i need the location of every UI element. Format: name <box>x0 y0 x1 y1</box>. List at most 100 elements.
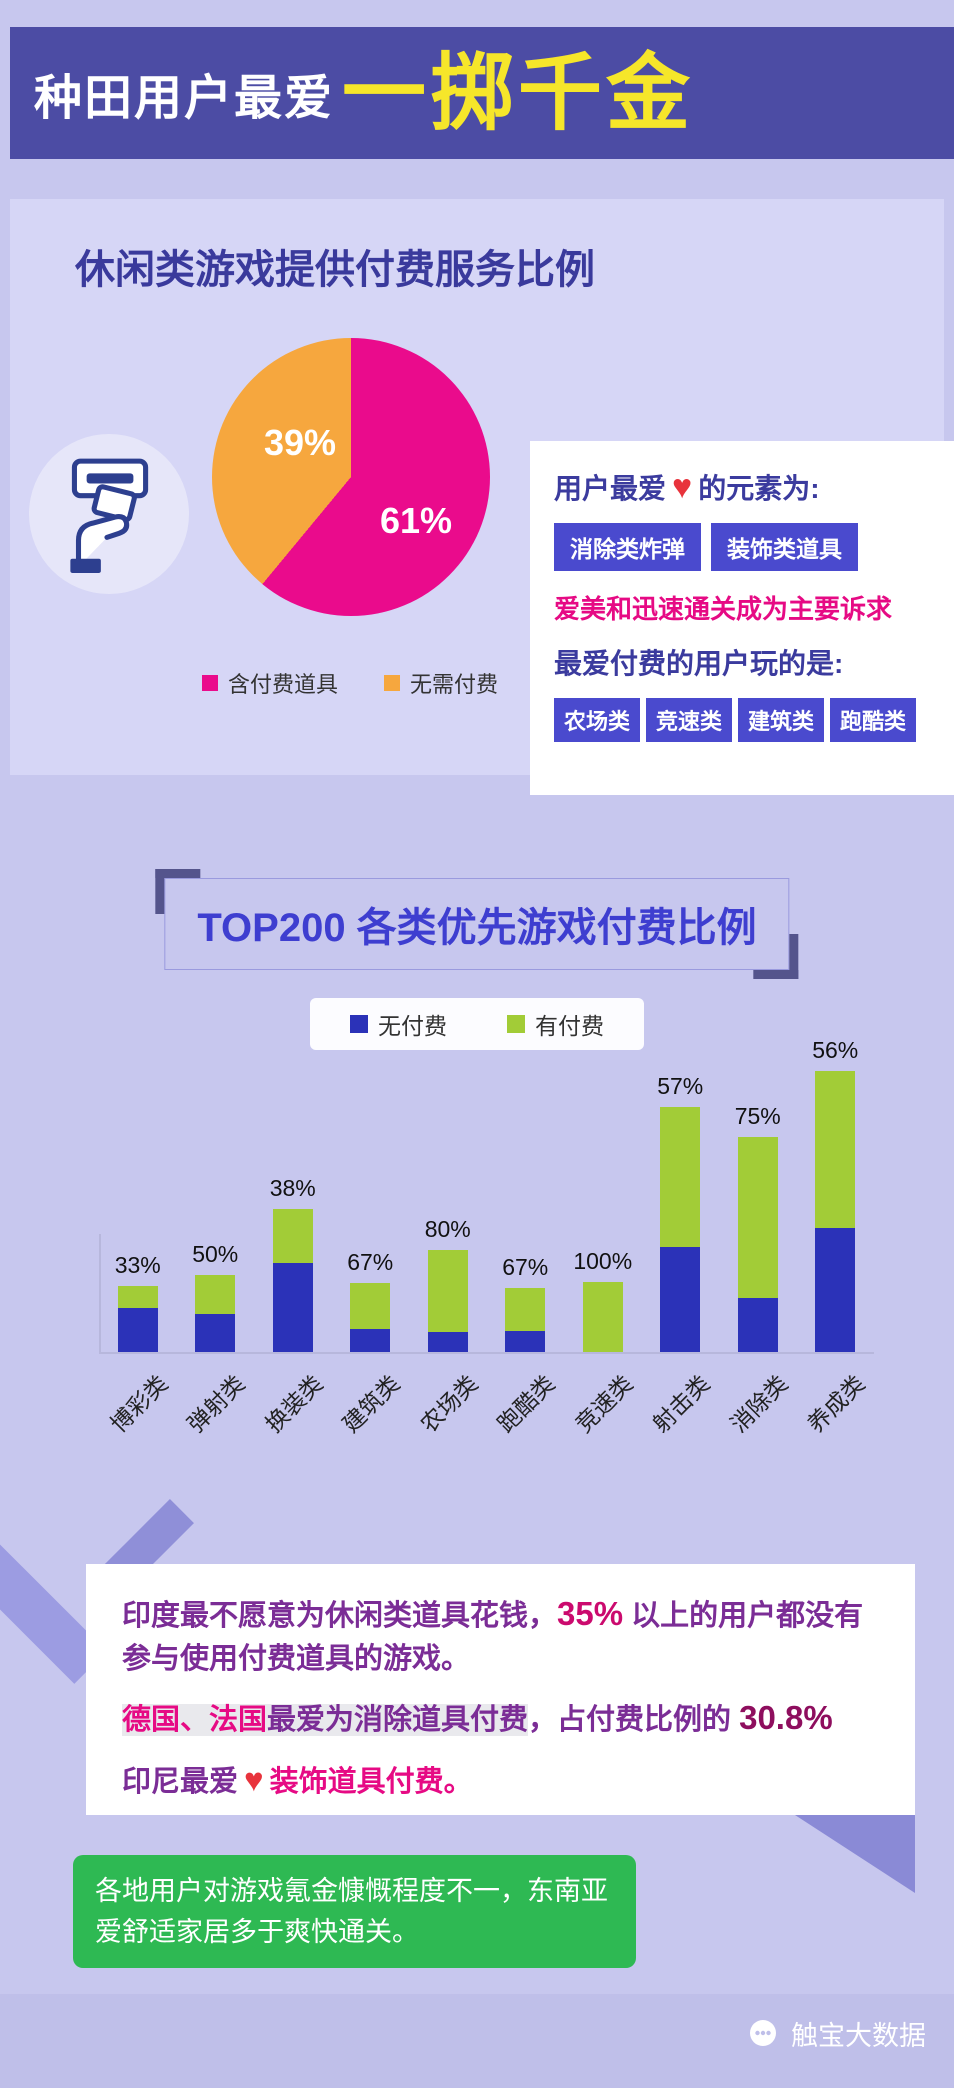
bar-category-label: 消除类 <box>725 1370 793 1438</box>
bar-value-label: 100% <box>573 1248 633 1274</box>
bar-value-label: 56% <box>812 1037 859 1063</box>
bar-segment-free <box>427 1332 468 1352</box>
info-line-paying-users: 最爱付费的用户玩的是: <box>554 648 844 679</box>
bar-segment-paid <box>272 1209 313 1263</box>
tag-building: 建筑类 <box>738 698 825 742</box>
bar-slot: 57% 射击类 <box>642 1073 720 1437</box>
bar-category-label: 博彩类 <box>105 1370 173 1438</box>
chat-bubble-icon <box>750 2019 776 2046</box>
bar-category-label: 射击类 <box>647 1370 715 1438</box>
note-germany-percent: 30.8% <box>739 1698 833 1736</box>
bar-value-label: 50% <box>192 1241 239 1267</box>
note-line-india: 印度最不愿意为休闲类道具花钱，35% 以上的用户都没有参与使用付费道具的游戏。 <box>122 1590 879 1680</box>
bar-category-label: 养成类 <box>802 1370 870 1438</box>
bar-slot: 50% 弹射类 <box>177 1241 255 1437</box>
bar-value-label: 67% <box>502 1254 549 1280</box>
legend-swatch-no-pay <box>350 1015 368 1033</box>
pie-slice-label-no-pay: 39% <box>264 422 337 463</box>
tag-farm: 农场类 <box>554 698 641 742</box>
bar-slot: 67% 跑酷类 <box>487 1254 565 1437</box>
bar-value-label: 75% <box>734 1103 781 1129</box>
bar-segment-paid <box>117 1286 158 1308</box>
folded-corner <box>795 1815 915 1893</box>
note-countries: 德国、法国 <box>122 1703 268 1736</box>
bar-segment-paid <box>582 1282 623 1352</box>
tag-racing: 竞速类 <box>646 698 733 742</box>
bar-segment-paid <box>737 1137 778 1298</box>
bar-slot: 33% 博彩类 <box>99 1252 177 1437</box>
note-india-text-a: 印度最不愿意为休闲类道具花钱， <box>122 1600 558 1632</box>
note-indonesia-text-b: 装饰道具付费。 <box>269 1765 473 1798</box>
pie-section-title: 休闲类游戏提供付费服务比例 <box>75 248 595 292</box>
info-card: 用户最爱 ♥ 的元素为: 消除类炸弹 装饰类道具 爱美和迅速通关成为主要诉求 最爱付… <box>530 441 954 795</box>
pie-circle <box>212 338 490 616</box>
pie-legend-item-free: 无需付费 <box>384 667 498 699</box>
payment-hand-icon-svg <box>70 458 149 573</box>
bar-value-label: 67% <box>347 1249 394 1275</box>
tag-parkour: 跑酷类 <box>830 698 917 742</box>
legend-swatch-paid2 <box>507 1015 525 1033</box>
note-indonesia-text-a: 印尼最爱 <box>122 1765 239 1798</box>
bar-segment-free <box>737 1298 778 1352</box>
bar-legend-item-paid: 有付费 <box>507 1007 604 1041</box>
header-title: 种田用户最爱 <box>34 72 335 125</box>
bar-slot: 80% 农场类 <box>409 1216 487 1437</box>
pie-legend-label-free: 无需付费 <box>410 672 499 697</box>
bar-segment-paid <box>660 1107 701 1247</box>
bar-segment-free <box>350 1329 391 1352</box>
heart-icon-2: ♥ <box>244 1760 264 1798</box>
bar-value-label: 80% <box>424 1216 471 1242</box>
bar-category-label: 换装类 <box>260 1370 328 1438</box>
tag-decor-props: 装饰类道具 <box>711 523 858 571</box>
bar-segment-free <box>272 1263 313 1352</box>
bar-segment-paid <box>505 1288 546 1331</box>
header-title-highlight: 一掷千金 <box>342 46 695 140</box>
pie-legend: 含付费道具 无需付费 <box>10 667 690 699</box>
green-summary-box: 各地用户对游戏氪金慷慨程度不一，东南亚爱舒适家居多于爽快通关。 <box>73 1855 636 1968</box>
bar-legend-label-free: 无付费 <box>378 1013 447 1039</box>
note-germany-text-a: 最爱为消除道具付费 <box>267 1703 529 1736</box>
bar-category-label: 跑酷类 <box>492 1370 560 1438</box>
tag-eliminate-bomb: 消除类炸弹 <box>554 523 701 571</box>
bar-slot: 100% 竞速类 <box>564 1248 642 1437</box>
bar-segment-free <box>815 1228 856 1352</box>
note-card: 印度最不愿意为休闲类道具花钱，35% 以上的用户都没有参与使用付费道具的游戏。 … <box>86 1564 915 1893</box>
bar-slot: 67% 建筑类 <box>332 1249 410 1437</box>
pie-chart: 39% 61% <box>212 338 490 616</box>
note-india-text-b: 以上的用户都没有参与使用付费道具的游戏。 <box>122 1600 864 1675</box>
bar-slot: 75% 消除类 <box>719 1103 797 1437</box>
legend-swatch-free <box>384 675 400 691</box>
bar-slot: 38% 换装类 <box>254 1175 332 1437</box>
corner-bracket-top-left <box>155 869 201 914</box>
bar-legend-label-paid: 有付费 <box>535 1013 604 1039</box>
bar-segment-paid <box>195 1275 236 1314</box>
pie-slice-label-paid: 61% <box>380 500 453 541</box>
bar-section-title: TOP200 各类优先游戏付费比例 <box>197 906 757 950</box>
paying-users-tags: 农场类 竞速类 建筑类 跑酷类 <box>554 698 930 742</box>
bar-segment-paid <box>815 1071 856 1228</box>
bar-value-label: 33% <box>114 1252 161 1278</box>
bar-category-label: 竞速类 <box>570 1370 638 1438</box>
brand-footer: 触宝大数据 <box>745 2014 926 2053</box>
note-india-percent: 35% <box>557 1595 624 1632</box>
bar-value-label: 57% <box>657 1073 704 1099</box>
bar-category-label: 建筑类 <box>337 1370 405 1438</box>
favorite-elements-tags: 消除类炸弹 装饰类道具 <box>554 523 930 571</box>
corner-bracket-bottom-right <box>753 934 799 979</box>
bar-slot: 56% 养成类 <box>797 1037 875 1437</box>
pie-legend-label-paid: 含付费道具 <box>227 672 338 697</box>
info-line1-prefix: 用户最爱 <box>554 473 667 504</box>
bar-value-label: 38% <box>269 1175 316 1201</box>
bar-segment-free <box>195 1314 236 1352</box>
note-line-germany-france: 德国、法国最爱为消除道具付费，占付费比例的 30.8% <box>122 1694 879 1742</box>
info-line1-suffix: 的元素为: <box>698 473 820 504</box>
bar-segment-paid <box>427 1250 468 1332</box>
bar-segment-free <box>505 1331 546 1352</box>
stacked-bar-chart: 33% 博彩类 50% 弹射类 38% 换装类 67% 建筑类 80% 农场类 67% 跑酷类 100%… <box>99 1012 875 1437</box>
note-line-indonesia: 印尼最爱 ♥ 装饰道具付费。 <box>122 1756 879 1804</box>
heart-icon: ♥ <box>672 468 693 506</box>
info-claim: 爱美和迅速通关成为主要诉求 <box>554 594 893 624</box>
footer-strip <box>0 1994 954 2088</box>
bar-segment-free <box>117 1308 158 1352</box>
